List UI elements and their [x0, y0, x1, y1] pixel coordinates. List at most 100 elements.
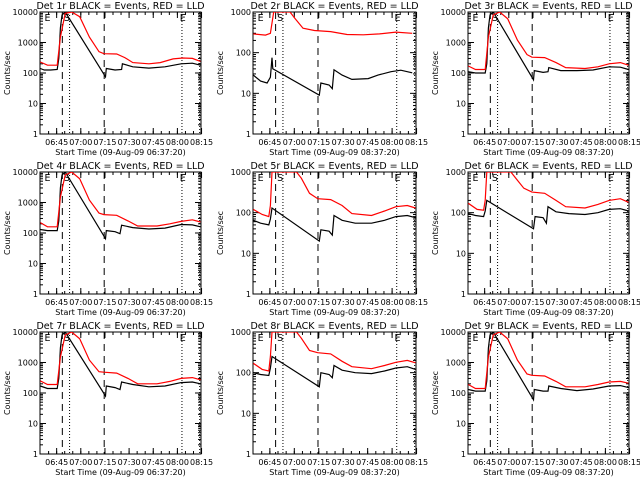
- marker-label-e: E: [395, 173, 401, 184]
- chart-panel-1: Det 1r BLACK = Events, RED = LLD 1 10 100 10…: [3, 1, 213, 157]
- marker-label-e: E: [180, 333, 186, 344]
- x-tick-label: 07:00: [497, 138, 520, 147]
- chart-title: Det 2r BLACK = Events, RED = LLD: [250, 1, 418, 12]
- x-tick-label: 06:45: [258, 138, 281, 147]
- x-tick-label: 07:00: [69, 298, 92, 307]
- marker-label-s: S: [277, 13, 283, 24]
- marker-label-e: E: [473, 333, 479, 344]
- x-tick-label: 08:15: [405, 298, 428, 307]
- x-tick-label: 07:45: [356, 458, 379, 467]
- x-tick-label: 08:00: [594, 458, 617, 467]
- y-tick-label: 1000: [18, 359, 38, 368]
- x-tick-label: 07:30: [118, 298, 141, 307]
- series-lld: [40, 12, 201, 66]
- y-tick-label: 1000: [446, 359, 466, 368]
- series-lld: [40, 332, 201, 386]
- series-lld: [468, 12, 629, 71]
- chart-panel-4: Det 4r BLACK = Events, RED = LLD 1 10 100 10…: [3, 161, 213, 317]
- marker-label-e: E: [258, 333, 264, 344]
- x-tick-label: 08:00: [166, 138, 189, 147]
- x-tick-label: 07:15: [521, 138, 544, 147]
- x-tick-label: 07:00: [283, 458, 306, 467]
- x-tick-label: 07:30: [118, 138, 141, 147]
- x-tick-label: 08:15: [190, 458, 213, 467]
- y-axis-label: Counts/sec: [431, 371, 440, 415]
- marker-label-s: S: [277, 173, 283, 184]
- chart-panel-2: Det 2r BLACK = Events, RED = LLD 1 10 100 10…: [216, 1, 428, 157]
- series-events: [253, 206, 416, 243]
- x-tick-label: 07:45: [356, 138, 379, 147]
- marker-label-e: E: [608, 173, 614, 184]
- marker-label-s: S: [64, 13, 70, 24]
- y-axis-label: Counts/sec: [3, 51, 12, 95]
- x-tick-label: 07:45: [356, 298, 379, 307]
- x-tick-label: 08:00: [594, 298, 617, 307]
- chart-title: Det 5r BLACK = Events, RED = LLD: [250, 161, 418, 172]
- plot-frame: [39, 331, 202, 455]
- x-tick-label: 07:15: [307, 138, 330, 147]
- plot-frame: [252, 171, 417, 295]
- chart-title: Det 1r BLACK = Events, RED = LLD: [36, 1, 204, 12]
- series-events: [253, 355, 416, 388]
- chart-title: Det 4r BLACK = Events, RED = LLD: [36, 161, 204, 172]
- y-tick-label: 1000: [18, 199, 38, 208]
- y-tick-label: 1: [33, 450, 38, 459]
- y-tick-label: 1000: [231, 8, 251, 17]
- y-tick-label: 100: [451, 389, 466, 398]
- x-tick-label: 07:30: [546, 298, 569, 307]
- marker-label-e: E: [180, 173, 186, 184]
- x-tick-label: 08:15: [618, 298, 640, 307]
- chart-panel-8: Det 8r BLACK = Events, RED = LLD 1 10 100 10…: [216, 321, 428, 477]
- x-axis-label: Start Time (09-Aug-09 08:37:20): [269, 468, 400, 477]
- y-axis-label: Counts/sec: [3, 211, 12, 255]
- plot-frame: [252, 331, 417, 455]
- y-tick-label: 10: [241, 249, 251, 258]
- y-tick-label: 10: [241, 409, 251, 418]
- y-tick-label: 100: [451, 69, 466, 78]
- y-tick-label: 10: [456, 420, 466, 429]
- marker-label-e: E: [608, 333, 614, 344]
- x-axis-label: Start Time (09-Aug-09 08:37:20): [483, 308, 614, 317]
- y-tick-label: 10000: [13, 168, 38, 177]
- x-tick-label: 06:45: [473, 298, 496, 307]
- series-events: [468, 12, 629, 82]
- chart-title: Det 9r BLACK = Events, RED = LLD: [464, 321, 632, 332]
- x-tick-label: 08:15: [405, 458, 428, 467]
- series-lld: [253, 332, 416, 372]
- y-tick-label: 10000: [441, 328, 466, 337]
- chart-panel-5: Det 5r BLACK = Events, RED = LLD 1 10 100 10…: [216, 161, 428, 317]
- y-axis-label: Counts/sec: [431, 51, 440, 95]
- x-axis-label: Start Time (09-Aug-09 06:37:20): [55, 308, 186, 317]
- series-events: [468, 332, 629, 402]
- x-tick-label: 07:15: [93, 298, 116, 307]
- y-tick-label: 1: [461, 130, 466, 139]
- x-tick-label: 08:00: [166, 458, 189, 467]
- y-tick-label: 1: [33, 130, 38, 139]
- marker-label-e: E: [395, 13, 401, 24]
- x-axis-label: Start Time (09-Aug-09 06:37:20): [55, 148, 186, 157]
- plot-frame: [252, 11, 417, 135]
- x-axis-label: Start Time (09-Aug-09 08:37:20): [483, 468, 614, 477]
- series-lld: [468, 332, 629, 390]
- marker-label-s: S: [492, 333, 498, 344]
- marker-label-e: E: [608, 13, 614, 24]
- series-lld: [468, 172, 629, 211]
- x-tick-label: 08:00: [381, 458, 404, 467]
- x-axis-label: Start Time (09-Aug-09 08:37:20): [483, 148, 614, 157]
- marker-label-e: E: [45, 333, 51, 344]
- chart-panel-3: Det 3r BLACK = Events, RED = LLD 1 10 100 10…: [431, 1, 640, 157]
- marker-label-e: E: [45, 173, 51, 184]
- series-lld: [40, 172, 201, 228]
- y-tick-label: 10: [456, 249, 466, 258]
- series-events: [40, 12, 201, 79]
- y-tick-label: 10: [456, 100, 466, 109]
- x-tick-label: 08:00: [381, 138, 404, 147]
- y-tick-label: 1: [461, 290, 466, 299]
- chart-panel-9: Det 9r BLACK = Events, RED = LLD 1 10 100 10…: [431, 321, 640, 477]
- x-tick-label: 06:45: [45, 138, 68, 147]
- y-tick-label: 1: [246, 290, 251, 299]
- y-tick-label: 10: [28, 260, 38, 269]
- chart-panel-6: Det 6r BLACK = Events, RED = LLD 1 10 100 10…: [431, 161, 640, 317]
- x-tick-label: 07:15: [307, 458, 330, 467]
